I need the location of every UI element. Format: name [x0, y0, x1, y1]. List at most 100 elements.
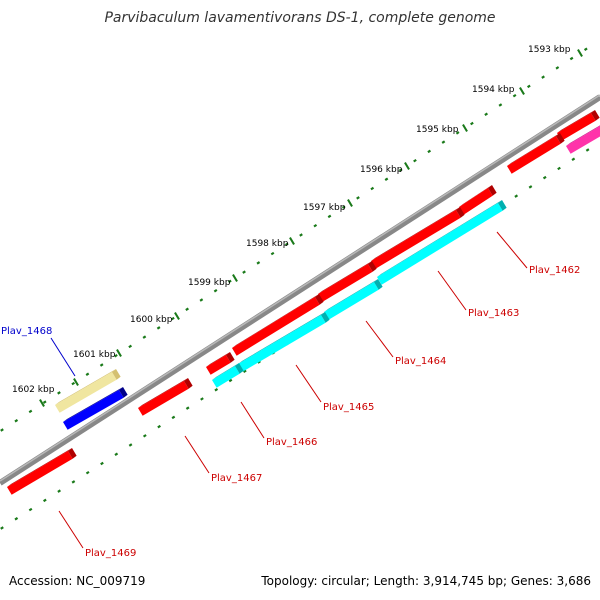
tick-mark — [256, 261, 261, 265]
kbp-label: 1598 kbp — [246, 239, 289, 249]
gene-arrow-end — [119, 387, 128, 398]
gene-arrow-body — [63, 390, 124, 430]
gene-arrow-end — [315, 294, 324, 305]
kbp-label: 1602 kbp — [12, 385, 55, 395]
gene-arrow-body — [206, 355, 231, 375]
major-tick — [462, 124, 468, 132]
gene-arrow-body — [377, 203, 503, 285]
tick-mark — [14, 517, 19, 521]
gene-arrow-end — [184, 378, 193, 389]
gene-arrow-end — [368, 261, 377, 272]
gene-arrow-top — [557, 110, 595, 133]
tick-mark — [185, 307, 189, 312]
tick-mark — [199, 298, 204, 302]
major-tick — [116, 349, 122, 357]
gene-label[interactable]: Plav_1468 — [1, 326, 52, 337]
gene-arrow-cyan-1463 — [377, 200, 507, 285]
tick-mark — [0, 526, 4, 530]
major-tick — [404, 162, 410, 170]
gene-arrow-top — [232, 294, 319, 348]
tick-mark — [57, 391, 61, 395]
tick-mark — [569, 56, 574, 61]
tick-mark — [427, 149, 432, 154]
gene-arrow-end — [235, 363, 244, 374]
gene-label[interactable]: Plav_1462 — [529, 265, 580, 276]
tick-mark — [185, 406, 190, 410]
tick-mark — [171, 415, 176, 420]
gene-label[interactable]: Plav_1467 — [211, 473, 262, 484]
tick-mark — [257, 360, 261, 364]
tick-mark — [341, 205, 346, 209]
tick-mark — [114, 353, 118, 358]
gene-label[interactable]: Plav_1469 — [85, 548, 136, 559]
gene-arrow-top — [206, 352, 230, 367]
gene-leader-line — [496, 231, 528, 269]
gene-arrow-cyan-1465 — [238, 312, 330, 372]
gene-arrow-end — [374, 279, 383, 290]
kbp-label: 1596 kbp — [360, 165, 403, 175]
kbp-label: 1595 kbp — [416, 125, 459, 135]
tick-mark — [370, 186, 375, 191]
map-title: Parvibaculum lavamentivorans DS-1, compl… — [104, 10, 496, 26]
tick-mark — [512, 93, 517, 98]
tick-mark — [327, 214, 332, 219]
tick-mark — [514, 194, 519, 198]
tick-mark — [42, 498, 47, 503]
tick-mark — [470, 121, 474, 126]
gene-arrow-cyan-1466 — [212, 363, 244, 388]
tick-mark — [42, 400, 47, 404]
tick-mark — [541, 75, 545, 79]
gene-arrow-end — [68, 448, 77, 459]
tick-mark — [455, 131, 460, 135]
tick-mark — [227, 279, 232, 284]
tick-mark — [28, 507, 33, 512]
tick-mark — [142, 434, 147, 438]
kbp-label: 1597 kbp — [303, 203, 346, 213]
gene-arrow-end — [498, 200, 507, 211]
tick-mark — [526, 84, 531, 89]
gene-label[interactable]: Plav_1466 — [266, 437, 317, 448]
gene-label[interactable]: Plav_1463 — [468, 308, 519, 319]
gene-arrow-plav-1466 — [206, 352, 235, 375]
tick-mark — [57, 489, 61, 493]
gene-arrow-body — [507, 136, 561, 174]
gene-label[interactable]: Plav_1465 — [323, 402, 374, 413]
gene-arrow-body — [238, 315, 326, 372]
major-tick — [174, 312, 180, 320]
genome-backbone — [0, 94, 600, 486]
gene-leader-line — [240, 401, 265, 439]
accession-text: Accession: NC_009719 — [9, 574, 146, 588]
tick-mark — [270, 251, 275, 256]
gene-arrow-top — [63, 387, 123, 422]
gene-arrow-magenta — [566, 125, 600, 154]
tick-mark — [356, 196, 360, 200]
major-tick — [73, 378, 79, 386]
gene-label[interactable]: Plav_1464 — [395, 356, 446, 367]
gene-arrow-body — [55, 372, 117, 413]
major-tick — [232, 274, 238, 282]
gene-arrow-body — [566, 126, 600, 154]
gene-arrow-body — [371, 210, 461, 269]
tick-mark — [557, 166, 561, 171]
gene-arrow-top — [55, 369, 116, 405]
tick-mark — [228, 378, 233, 383]
major-tick — [289, 237, 295, 245]
gene-arrow-top — [238, 312, 325, 364]
tick-mark — [71, 381, 76, 386]
kbp-label: 1600 kbp — [130, 315, 173, 325]
tick-mark — [413, 158, 417, 163]
gene-arrow-body — [212, 366, 240, 388]
gene-arrow-plav-1464 — [318, 261, 377, 302]
tick-mark — [484, 112, 488, 116]
gene-arrow-top — [318, 261, 372, 294]
tick-mark — [398, 168, 403, 172]
kbp-label: 1599 kbp — [188, 278, 231, 288]
tick-mark — [528, 185, 533, 189]
gene-arrow-cyan-1464 — [324, 279, 383, 320]
gene-leader-line — [50, 337, 76, 377]
gene-arrow-plav-1468 — [63, 387, 128, 430]
tick-mark — [542, 175, 547, 180]
tick-mark — [313, 223, 318, 228]
